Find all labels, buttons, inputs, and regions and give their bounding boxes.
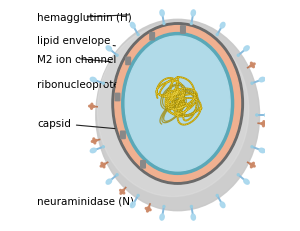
Ellipse shape [112, 24, 243, 184]
Ellipse shape [148, 206, 150, 209]
Ellipse shape [237, 55, 239, 57]
Ellipse shape [106, 179, 112, 184]
Ellipse shape [103, 165, 105, 168]
FancyBboxPatch shape [181, 27, 185, 34]
Ellipse shape [190, 23, 192, 25]
Text: lipid envelope: lipid envelope [37, 36, 116, 47]
Ellipse shape [116, 55, 118, 57]
Ellipse shape [130, 23, 135, 29]
Text: M2 ion channel: M2 ion channel [37, 54, 116, 64]
Ellipse shape [102, 146, 104, 148]
Ellipse shape [263, 121, 265, 124]
Ellipse shape [163, 23, 165, 25]
Text: hemagglutinin (H): hemagglutinin (H) [37, 13, 132, 23]
Ellipse shape [103, 164, 106, 166]
Ellipse shape [163, 206, 165, 208]
Ellipse shape [259, 78, 265, 82]
Ellipse shape [191, 214, 195, 220]
Ellipse shape [220, 202, 225, 208]
Ellipse shape [250, 164, 252, 166]
Ellipse shape [265, 113, 271, 118]
Ellipse shape [256, 115, 258, 116]
Ellipse shape [253, 64, 255, 66]
Ellipse shape [216, 34, 218, 36]
Ellipse shape [137, 34, 139, 36]
Text: neuraminidase (N): neuraminidase (N) [37, 192, 134, 205]
Text: ribonucleoprotein: ribonucleoprotein [37, 79, 136, 89]
Ellipse shape [91, 104, 93, 106]
Ellipse shape [147, 209, 148, 212]
Ellipse shape [220, 23, 225, 29]
Ellipse shape [122, 192, 125, 194]
Ellipse shape [252, 163, 254, 165]
Ellipse shape [244, 179, 249, 184]
FancyBboxPatch shape [115, 94, 120, 101]
Ellipse shape [93, 138, 95, 141]
Ellipse shape [94, 142, 96, 144]
Ellipse shape [102, 83, 104, 85]
Ellipse shape [251, 146, 253, 148]
Ellipse shape [120, 190, 122, 192]
Ellipse shape [244, 47, 249, 52]
Ellipse shape [90, 78, 96, 82]
Ellipse shape [130, 202, 135, 208]
Ellipse shape [97, 25, 249, 197]
FancyBboxPatch shape [141, 161, 145, 168]
Ellipse shape [250, 165, 253, 168]
Ellipse shape [106, 47, 112, 52]
FancyBboxPatch shape [150, 33, 154, 41]
Ellipse shape [145, 208, 148, 210]
Ellipse shape [237, 174, 239, 176]
Ellipse shape [122, 33, 234, 175]
Ellipse shape [250, 65, 252, 67]
Ellipse shape [89, 106, 92, 108]
Ellipse shape [100, 165, 103, 167]
Text: capsid: capsid [37, 119, 115, 129]
Ellipse shape [190, 206, 192, 208]
Ellipse shape [90, 149, 96, 153]
Ellipse shape [216, 195, 218, 197]
Ellipse shape [262, 125, 265, 127]
Ellipse shape [125, 37, 230, 171]
Ellipse shape [94, 140, 97, 142]
Ellipse shape [122, 189, 124, 192]
Ellipse shape [116, 174, 118, 176]
Ellipse shape [96, 20, 260, 211]
Ellipse shape [252, 66, 254, 68]
Ellipse shape [148, 209, 151, 211]
Ellipse shape [251, 83, 253, 85]
Ellipse shape [160, 214, 164, 220]
FancyBboxPatch shape [121, 132, 125, 139]
Ellipse shape [120, 192, 122, 194]
Ellipse shape [92, 106, 95, 108]
Ellipse shape [137, 195, 139, 197]
Ellipse shape [160, 11, 164, 17]
Ellipse shape [250, 63, 253, 66]
Ellipse shape [92, 141, 94, 143]
Ellipse shape [91, 107, 92, 110]
Ellipse shape [191, 11, 195, 17]
FancyBboxPatch shape [126, 58, 130, 65]
Ellipse shape [101, 163, 103, 165]
Ellipse shape [253, 165, 255, 167]
Ellipse shape [264, 123, 267, 125]
Ellipse shape [115, 27, 241, 182]
Ellipse shape [261, 123, 263, 125]
Ellipse shape [259, 149, 265, 153]
